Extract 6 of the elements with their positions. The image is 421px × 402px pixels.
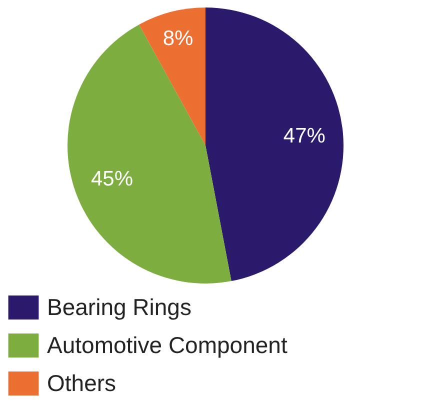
legend-label: Others xyxy=(47,370,116,396)
data-label: 8% xyxy=(162,27,194,50)
data-label: 45% xyxy=(91,168,134,191)
legend-label: Automotive Component xyxy=(47,332,288,358)
legend-label: Bearing Rings xyxy=(47,294,192,320)
data-label: 47% xyxy=(283,124,326,148)
